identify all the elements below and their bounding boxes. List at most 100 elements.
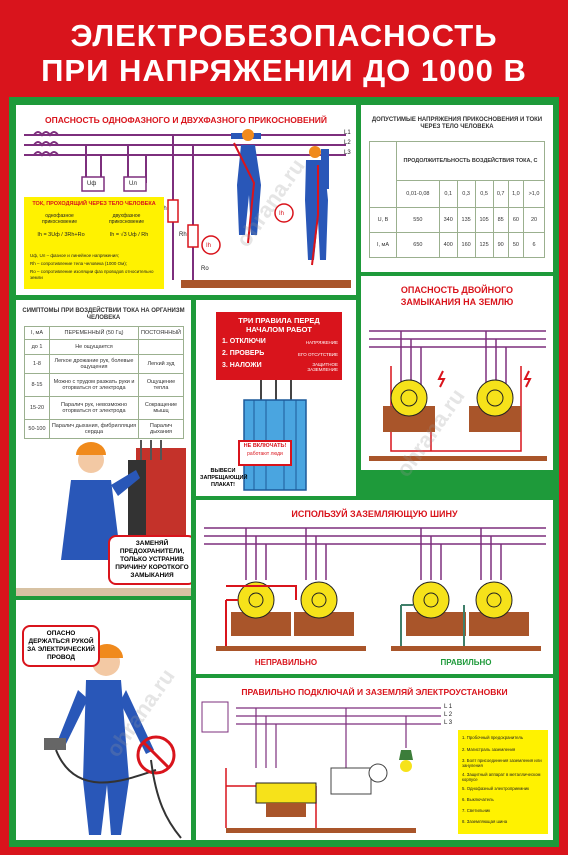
double-fault-diagram (369, 330, 547, 461)
connect-ground-legend: 1. Пробочный предохранитель 2. Магистрал… (458, 730, 548, 834)
drill-worker-illustration (44, 644, 182, 839)
symptoms-cell: Паралич дыхания (138, 419, 184, 439)
legend-item: 1. Пробочный предохранитель (462, 735, 524, 740)
duration-cell: 0,01-0,08 (396, 180, 440, 208)
voltage-cell: 105 (474, 207, 494, 233)
formula-box-title: ТОК, ПРОХОДЯЩИЙ ЧЕРЕЗ ТЕЛО ЧЕЛОВЕКА (32, 201, 156, 207)
voltage-cell: 550 (396, 207, 440, 233)
title-line-1: ЭЛЕКТРОБЕЗОПАСНОСТЬ (70, 18, 498, 53)
sign-line-2: работают люди (247, 451, 283, 457)
grounding-bus-title: ИСПОЛЬЗУЙ ЗАЗЕМЛЯЮЩУЮ ШИНУ (291, 509, 458, 519)
formula-col1: однофазное прикосновение (41, 213, 78, 225)
sign-note: ВЫВЕСИ ЗАПРЕЩАЮЩИЙ ПЛАКАТ! (200, 468, 248, 488)
ul-label: Uл (129, 181, 137, 187)
three-rules-title: ТРИ ПРАВИЛА ПЕРЕД НАЧАЛОМ РАБОТ (238, 316, 320, 334)
connect-ground-title: ПРАВИЛЬНО ПОДКЛЮЧАЙ И ЗАЗЕМЛЯЙ ЭЛЕКТРОУС… (241, 687, 508, 697)
line-label-2: L2 (344, 140, 351, 146)
current-cell: 6 (523, 232, 545, 258)
three-rules-box: ТРИ ПРАВИЛА ПЕРЕД НАЧАЛОМ РАБОТ 1. ОТКЛЮ… (216, 312, 342, 380)
rule-3: 3. НАЛОЖИ (222, 362, 262, 369)
grounding-bus-diagram (204, 527, 546, 651)
right-label: ПРАВИЛЬНО (440, 658, 492, 667)
voltage-cell: 135 (456, 207, 476, 233)
duration-cell: 0,1 (438, 180, 458, 208)
symptoms-cell: 8-15 (24, 373, 50, 397)
connect-ground-diagram (201, 701, 441, 833)
duration-header: ПРОДОЛЖИТЕЛЬНОСТЬ ВОЗДЕЙСТВИЯ ТОКА, С (396, 141, 545, 181)
formula-legend-2: Rh – сопротивление тела человека (1000 О… (30, 261, 128, 266)
duration-row: 0,01-0,08 0,1 0,3 0,5 0,7 1,0 >1,0 (370, 180, 545, 208)
current-formula-box: ТОК, ПРОХОДЯЩИЙ ЧЕРЕЗ ТЕЛО ЧЕЛОВЕКА одно… (24, 197, 164, 289)
panel-symptoms: СИМПТОМЫ ПРИ ВОЗДЕЙСТВИИ ТОКА НА ОРГАНИЗ… (16, 300, 191, 596)
rule-1: 1. ОТКЛЮЧИ (222, 338, 266, 345)
line-l1: L 1 (444, 704, 453, 710)
sign-line-1: НЕ ВКЛЮЧАТЬ! (243, 443, 287, 449)
legend-item: 5. Однофазный электроприемник (462, 786, 529, 791)
rule-2-note: ЕГО ОТСУТСТВИЕ (298, 352, 338, 357)
legend-item: 3. Болт присоединения заземления или зан… (462, 758, 542, 768)
current-cell: 125 (474, 232, 494, 258)
rule-1-note: НАПРЯЖЕНИЕ (305, 340, 338, 345)
ih-label-2: Ih (279, 211, 285, 217)
title-line-2: ПРИ НАПРЯЖЕНИИ ДО 1000 В (41, 53, 527, 88)
legend-item: 4. Защитный аппарат в металлическом корп… (462, 772, 541, 782)
legend-item: 8. Заземляющая шина (462, 819, 508, 824)
wrong-label: НЕПРАВИЛЬНО (254, 658, 318, 667)
panel-double-ground-fault: ОПАСНОСТЬ ДВОЙНОГО ЗАМЫКАНИЯ НА ЗЕМЛЮ (361, 276, 553, 470)
duration-cell: 0,5 (474, 180, 494, 208)
current-cell: 650 (396, 232, 440, 258)
legend-item: 7. Светильник (462, 808, 491, 813)
duration-cell: >1,0 (523, 180, 545, 208)
fuse-note: ЗАМЕНЯЙ ПРЕДОХРАНИТЕЛИ, ТОЛЬКО УСТРАНИВ … (108, 535, 191, 585)
line-label-1: L1 (344, 130, 351, 136)
ih-label-1: Ih (206, 243, 212, 249)
formula-2: Ih = √3 Uф / Rh (109, 232, 149, 238)
formula-legend-3: Rо – сопротивление изоляции фаз проводов… (30, 269, 154, 280)
voltage-cell: 20 (523, 207, 545, 233)
current-cell: 160 (456, 232, 476, 258)
panel-phase-contact: ОПАСНОСТЬ ОДНОФАЗНОГО И ДВУХФАЗНОГО ПРИК… (16, 105, 356, 295)
voltage-cell: 60 (507, 207, 525, 233)
holding-wire-note: ОПАСНО ДЕРЖАТЬСЯ РУКОЙ ЗА ЭЛЕКТРИЧЕСКИЙ … (22, 625, 100, 667)
voltage-row: U, В 550 340 135 105 85 60 20 (369, 207, 545, 233)
permissible-title: ДОПУСТИМЫЕ НАПРЯЖЕНИЯ ПРИКОСНОВЕНИЯ И ТО… (371, 117, 543, 130)
rule-2: 2. ПРОВЕРЬ (222, 350, 265, 357)
panel-grounding-bus: ИСПОЛЬЗУЙ ЗАЗЕМЛЯЮЩУЮ ШИНУ (196, 500, 553, 674)
line-label-3: L3 (344, 150, 351, 156)
current-cell: 50 (507, 232, 525, 258)
symptoms-cell: 50-100 (24, 419, 50, 439)
fuse-worker-illustration (16, 440, 191, 596)
voltage-cell: 85 (492, 207, 509, 233)
poster-title: ЭЛЕКТРОБЕЗОПАСНОСТЬ ПРИ НАПРЯЖЕНИИ ДО 10… (0, 18, 568, 88)
panel-three-rules: ТРИ ПРАВИЛА ПЕРЕД НАЧАЛОМ РАБОТ 1. ОТКЛЮ… (196, 300, 356, 496)
table-row: 50-100 Паралич дыхания, фибрилляция серд… (24, 419, 184, 439)
rule-3-note: ЗАЩИТНОЕ ЗАЗЕМЛЕНИЕ (307, 362, 338, 372)
panel-connect-ground: ПРАВИЛЬНО ПОДКЛЮЧАЙ И ЗАЗЕМЛЯЙ ЭЛЕКТРОУС… (196, 678, 553, 840)
symptoms-cell: Ощущение тепла (138, 373, 184, 397)
duration-cell: 0,7 (492, 180, 509, 208)
voltage-label: U, В (369, 207, 397, 233)
formula-1: Ih = 3Uф / 3Rh+Rо (37, 232, 85, 238)
double-fault-title: ОПАСНОСТЬ ДВОЙНОГО ЗАМЫКАНИЯ НА ЗЕМЛЮ (400, 285, 514, 307)
current-label: I, мА (369, 232, 397, 258)
current-cell: 400 (438, 232, 458, 258)
table-row: 8-15 Можно с трудом разжать руки и оторв… (24, 373, 184, 397)
permissible-table: ПРОДОЛЖИТЕЛЬНОСТЬ ВОЗДЕЙСТВИЯ ТОКА, С 0,… (369, 141, 545, 258)
phase-contact-diagram (24, 129, 351, 288)
panel-permissible-values: ДОПУСТИМЫЕ НАПРЯЖЕНИЯ ПРИКОСНОВЕНИЯ И ТО… (361, 105, 553, 272)
do-not-switch-sign: НЕ ВКЛЮЧАТЬ! работают люди (238, 440, 292, 466)
line-l2: L 2 (444, 712, 453, 718)
table-row: 1-8 Легкое дрожание рук, болевые ощущени… (24, 354, 184, 374)
voltage-cell: 340 (438, 207, 458, 233)
duration-cell: 1,0 (507, 180, 525, 208)
table-row: до 1 Не ощущается (24, 339, 184, 355)
legend-item: 2. Магистраль заземления (462, 747, 516, 752)
formula-legend-1: Uф, Uл – фазное и линейное напряжения; (30, 253, 119, 258)
formula-col2: двухфазное прикосновение (108, 213, 145, 225)
symptoms-title: СИМПТОМЫ ПРИ ВОЗДЕЙСТВИИ ТОКА НА ОРГАНИЗ… (22, 308, 185, 321)
panel-phase-contact-title: ОПАСНОСТЬ ОДНОФАЗНОГО И ДВУХФАЗНОГО ПРИК… (44, 115, 328, 125)
legend-item: 6. Выключатель (462, 797, 494, 802)
transformer-illustration (243, 380, 307, 491)
current-row: I, мА 650 400 160 125 90 50 6 (369, 232, 545, 258)
